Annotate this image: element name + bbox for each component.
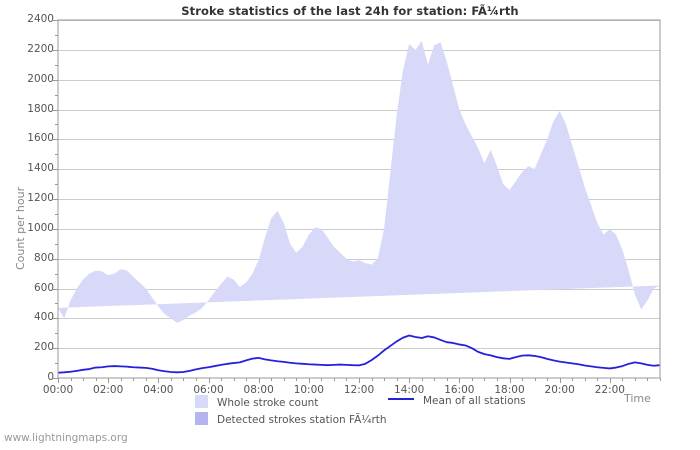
x-tick-label-00:00: 00:00	[42, 384, 74, 396]
legend-swatch-whole-stroke-count	[195, 395, 208, 408]
y-tick-label-0: 0	[47, 371, 54, 383]
plot-frame	[57, 19, 661, 379]
x-tick-label-02:00: 02:00	[93, 384, 124, 396]
area-path-whole-stroke-count	[58, 40, 660, 323]
x-tick-label-22:00: 22:00	[594, 384, 625, 396]
y-tick-label-400: 400	[33, 311, 54, 324]
legend-label-mean-of-all-stations: Mean of all stations	[423, 395, 526, 407]
x-tick-label-14:00: 14:00	[394, 384, 425, 396]
y-tick-label-1400: 1400	[27, 162, 54, 175]
x-axis-title: Time	[624, 392, 651, 405]
footer-source-url: www.lightningmaps.org	[4, 432, 128, 444]
x-tick-label-12:00: 12:00	[343, 384, 375, 396]
y-tick-label-1800: 1800	[27, 102, 54, 115]
chart-legend: Whole stroke count Detected strokes stat…	[0, 393, 700, 427]
x-tick-label-18:00: 18:00	[494, 384, 525, 396]
x-tick-label-20:00: 20:00	[544, 384, 575, 396]
chart-title: Stroke statistics of the last 24h for st…	[181, 4, 519, 18]
legend-label-whole-stroke-count: Whole stroke count	[217, 397, 319, 409]
y-axis-tick-labels: 0 200 400 600 800 1000 1200 1400 1600 1800 2000 220…	[0, 0, 54, 450]
x-tick-label-16:00: 16:00	[444, 384, 475, 396]
x-tick-label-04:00: 04:00	[143, 384, 174, 396]
x-tick-label-06:00: 06:00	[193, 384, 224, 396]
y-tick-label-2400: 2400	[27, 13, 54, 25]
y-tick-label-2000: 2000	[27, 72, 54, 85]
legend-item-mean-of-all-stations: Mean of all stations	[388, 395, 526, 407]
y-tick-label-1200: 1200	[27, 192, 54, 204]
y-tick-label-800: 800	[33, 251, 54, 264]
y-tick-label-1000: 1000	[27, 221, 54, 234]
legend-swatch-mean-of-all-stations	[388, 398, 414, 400]
line-path-mean-of-all-stations	[58, 334, 660, 374]
series-line-mean-of-all-stations	[58, 334, 660, 374]
y-tick-label-200: 200	[33, 341, 54, 354]
legend-swatch-detected-strokes-station	[195, 412, 208, 425]
legend-item-whole-stroke-count: Whole stroke count	[195, 395, 318, 409]
x-tick-label-10:00: 10:00	[293, 384, 324, 396]
axis-ticks	[53, 20, 661, 383]
y-tick-label-1600: 1600	[27, 132, 54, 145]
x-tick-label-08:00: 08:00	[243, 384, 274, 396]
legend-label-detected-strokes-station: Detected strokes station FÃ¼rth	[217, 414, 387, 426]
series-area-whole-stroke-count	[58, 40, 660, 323]
y-tick-label-2200: 2200	[27, 42, 54, 55]
legend-item-detected-strokes-station: Detected strokes station FÃ¼rth	[195, 412, 387, 426]
y-tick-label-600: 600	[33, 281, 54, 294]
